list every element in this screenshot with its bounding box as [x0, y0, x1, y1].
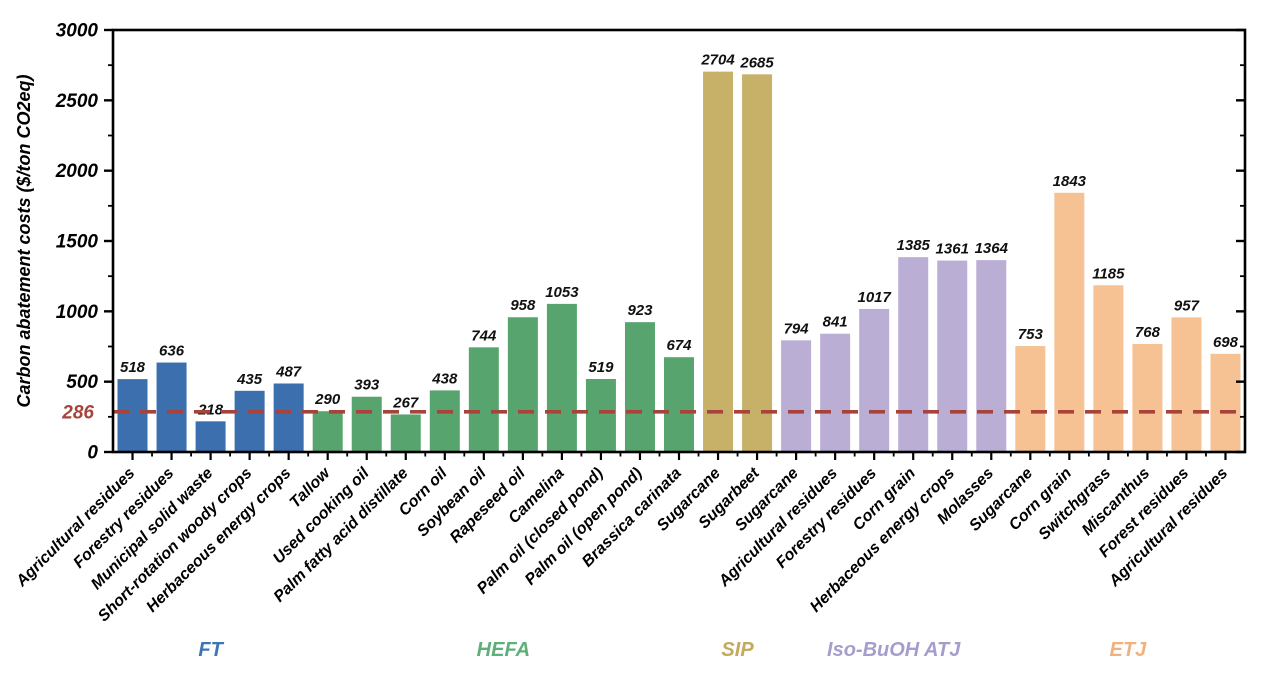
bar-value-label: 518 — [120, 359, 146, 376]
bar-palm-oil-closed-pond- — [585, 378, 616, 452]
threshold-value-label: 286 — [61, 402, 94, 423]
bar-sugarcane — [781, 340, 812, 452]
bar-corn-grain — [1054, 192, 1085, 452]
y-axis-title: Carbon abatement costs ($/ton CO2eq) — [14, 74, 34, 407]
bar-value-label: 267 — [392, 394, 419, 411]
bar-soybean-oil — [468, 347, 499, 452]
bar-value-label: 1843 — [1053, 173, 1087, 190]
bar-sugarcane — [703, 71, 734, 453]
group-label-etj: ETJ — [1110, 639, 1148, 661]
y-axis-tick-label: 2000 — [55, 161, 99, 182]
y-axis-tick-label: 1500 — [56, 232, 99, 253]
bar-value-label: 957 — [1174, 297, 1200, 314]
bar-value-label: 958 — [510, 297, 536, 314]
bar-sugarbeet — [742, 74, 773, 452]
bar-agricultural-residues — [117, 379, 148, 452]
y-axis-tick-label: 0 — [87, 443, 98, 464]
bar-value-label: 1053 — [545, 284, 579, 301]
bar-value-label: 393 — [354, 377, 380, 394]
bar-short-rotation-woody-crops — [234, 390, 265, 452]
bar-value-label: 438 — [431, 370, 458, 387]
bar-value-label: 290 — [314, 391, 341, 408]
bar-brassica-carinata — [664, 357, 694, 452]
y-axis-tick-label: 1000 — [56, 302, 99, 323]
bar-forestry-residues — [156, 362, 187, 452]
group-label-hefa: HEFA — [477, 639, 530, 661]
bar-forest-residues — [1171, 317, 1202, 452]
bar-value-label: 435 — [236, 371, 263, 388]
bar-value-label: 1364 — [975, 240, 1009, 257]
bar-value-label: 1017 — [857, 289, 891, 306]
bar-herbaceous-energy-crops — [937, 260, 968, 452]
bar-value-label: 674 — [666, 337, 692, 354]
bar-value-label: 487 — [275, 363, 302, 380]
bar-municipal-solid-waste — [195, 421, 226, 452]
bar-used-cooking-oil — [351, 396, 382, 452]
bar-sugarcane — [1015, 346, 1046, 452]
bar-value-label: 841 — [823, 314, 848, 331]
bar-forestry-residues — [859, 308, 890, 452]
group-label-iso-buoh-atj: Iso-BuOH ATJ — [827, 639, 961, 661]
bar-value-label: 744 — [471, 327, 497, 344]
bar-camelina — [546, 303, 577, 452]
bar-palm-oil-open-pond- — [624, 322, 655, 452]
group-label-ft: FT — [198, 639, 224, 661]
group-label-sip: SIP — [721, 639, 754, 661]
bar-value-label: 698 — [1213, 334, 1239, 351]
bar-value-label: 753 — [1018, 326, 1044, 343]
bar-value-label: 2685 — [739, 54, 774, 71]
bar-value-label: 2704 — [700, 52, 735, 69]
bar-molasses — [976, 260, 1007, 452]
bar-agricultural-residues — [820, 333, 851, 452]
bar-value-label: 218 — [197, 401, 224, 418]
bar-miscanthus — [1132, 343, 1163, 452]
bar-value-label: 636 — [159, 343, 185, 360]
bar-value-label: 1385 — [897, 237, 931, 254]
bar-corn-grain — [898, 257, 929, 452]
bar-herbaceous-energy-crops — [273, 383, 304, 452]
bar-value-label: 1185 — [1092, 265, 1125, 282]
bar-agricultural-residues — [1210, 353, 1241, 452]
bar-value-label: 923 — [627, 302, 653, 319]
y-axis-tick-label: 500 — [66, 372, 98, 393]
bar-rapeseed-oil — [507, 317, 538, 452]
y-axis-tick-label: 2500 — [55, 91, 99, 112]
plot-frame — [111, 28, 1247, 454]
bar-palm-fatty-acid-distillate — [390, 414, 421, 452]
y-axis-tick-label: 3000 — [56, 21, 99, 42]
bar-value-label: 794 — [784, 320, 810, 337]
bar-value-label: 519 — [588, 359, 614, 376]
bar-switchgrass — [1093, 285, 1124, 452]
bar-corn-oil — [429, 390, 460, 452]
bar-value-label: 768 — [1135, 324, 1161, 341]
bar-tallow — [312, 411, 343, 452]
bar-value-label: 1361 — [936, 241, 969, 258]
